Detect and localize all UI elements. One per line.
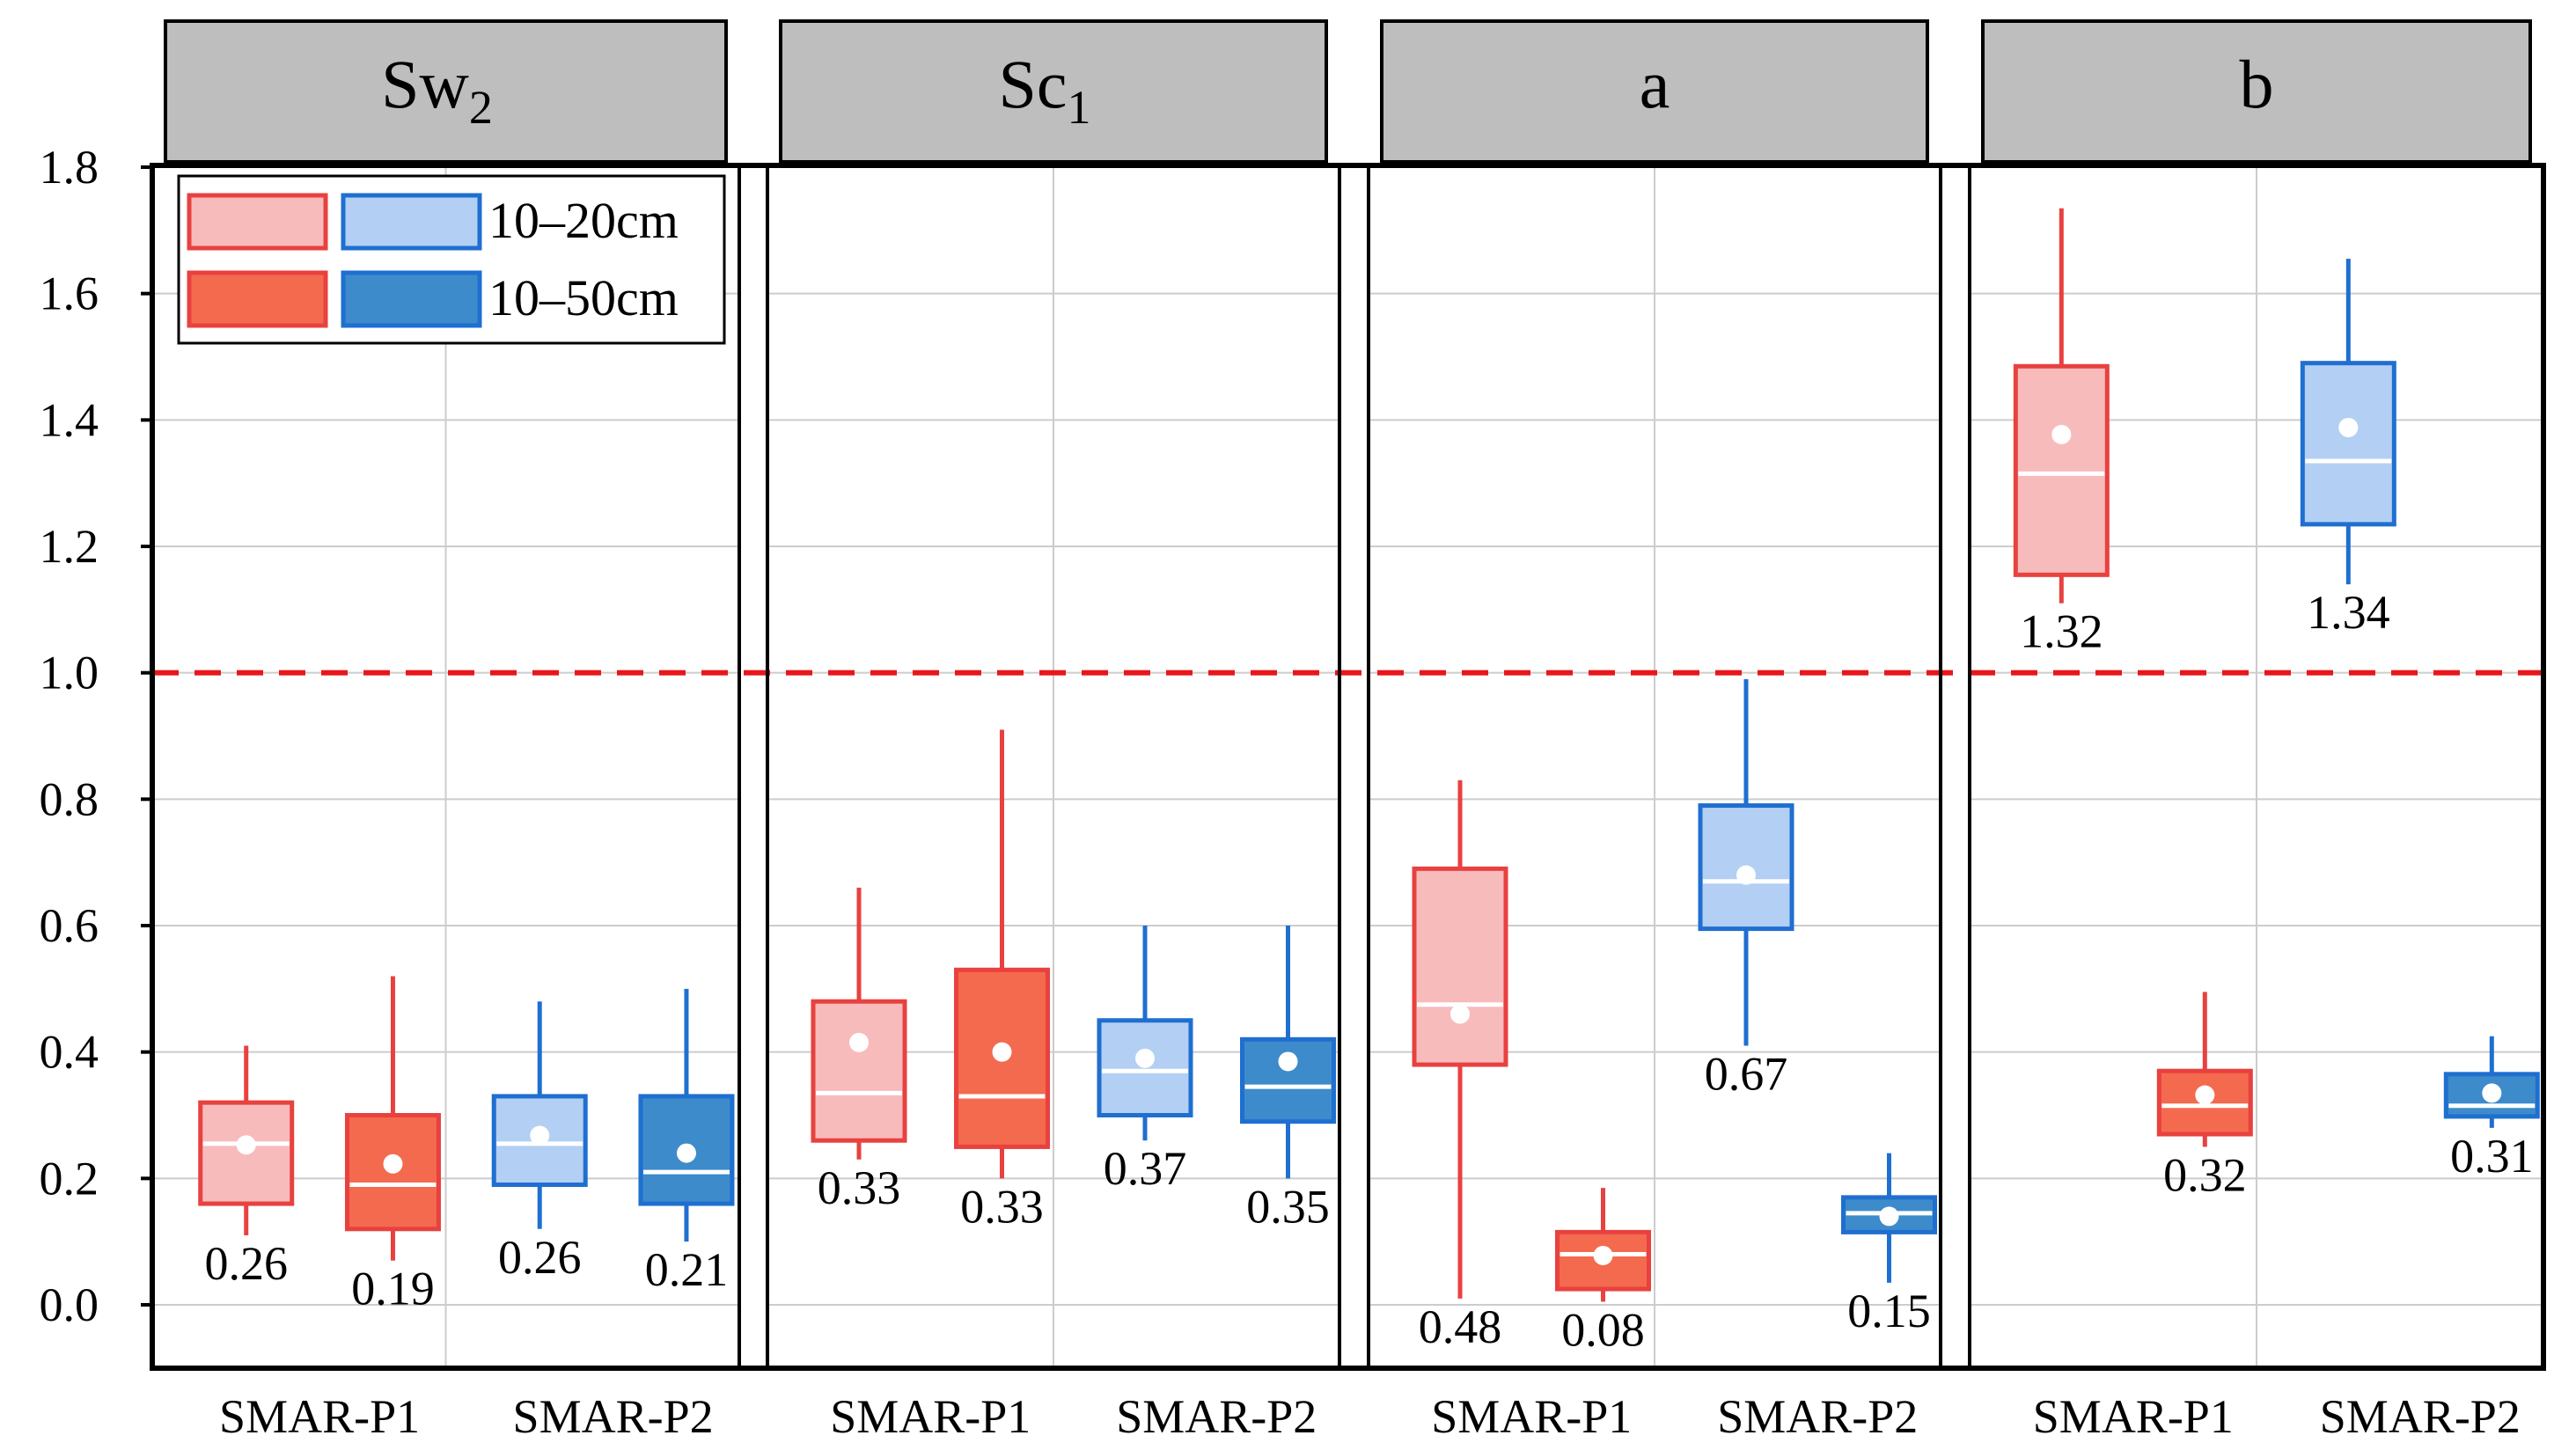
strip-1 bbox=[164, 19, 728, 164]
strip-4 bbox=[1981, 19, 2532, 164]
box-4-4: 0.31 bbox=[2443, 1036, 2540, 1183]
legend-swatch bbox=[341, 193, 482, 251]
axis-layer: SMAR-P1 SMAR-P2 SMAR-P1 SMAR-P2 SMAR-P1 SMAR-… bbox=[40, 141, 2521, 1443]
box-iqr bbox=[811, 999, 907, 1143]
median-label: 0.37 bbox=[1104, 1142, 1187, 1195]
strip-label: a bbox=[1640, 46, 1670, 122]
strip-2 bbox=[779, 19, 1328, 164]
box-1-3: 0.26 bbox=[491, 1001, 588, 1284]
box-3-2: 0.08 bbox=[1555, 1188, 1651, 1356]
box-4-1: 1.32 bbox=[2013, 208, 2110, 658]
median-label: 0.31 bbox=[2450, 1130, 2534, 1183]
box-4-3: 1.34 bbox=[2300, 259, 2396, 639]
x-tick-label: SMAR-P1 bbox=[830, 1390, 1031, 1443]
mean-point bbox=[1593, 1245, 1613, 1265]
median-label: 0.26 bbox=[204, 1237, 288, 1290]
x-tick-label: SMAR-P1 bbox=[2033, 1390, 2234, 1443]
strip-layer: Sw2 Sc1 a b bbox=[164, 19, 2532, 164]
mean-point bbox=[992, 1042, 1012, 1062]
median-label: 0.48 bbox=[1419, 1300, 1502, 1353]
x-tick-label: SMAR-P2 bbox=[1717, 1390, 1918, 1443]
x-tick-label: SMAR-P2 bbox=[1116, 1390, 1317, 1443]
x-tick-label: SMAR-P2 bbox=[2320, 1390, 2521, 1443]
mean-point bbox=[1879, 1206, 1899, 1227]
box-layer: 0.26 0.19 0.26 0.21 0.33 0.33 0.37 0.35 0.48 0.08… bbox=[198, 208, 2540, 1356]
median-label: 1.32 bbox=[2020, 605, 2103, 658]
median-label: 0.33 bbox=[960, 1180, 1044, 1233]
mean-point bbox=[530, 1125, 550, 1146]
y-tick-label: 1.4 bbox=[40, 393, 99, 446]
mean-point bbox=[2051, 424, 2072, 444]
mean-point bbox=[2482, 1083, 2502, 1103]
mean-point bbox=[2338, 417, 2359, 437]
y-tick-label: 1.8 bbox=[40, 141, 99, 194]
mean-point bbox=[1135, 1048, 1155, 1068]
median-label: 0.21 bbox=[645, 1243, 729, 1296]
y-tick-label: 0.6 bbox=[40, 899, 99, 952]
median-label: 0.08 bbox=[1561, 1303, 1645, 1356]
legend-label: 10–20cm bbox=[488, 192, 679, 249]
mean-point bbox=[676, 1143, 696, 1163]
mean-point bbox=[1450, 1004, 1470, 1024]
y-tick-label: 0.4 bbox=[40, 1026, 99, 1079]
box-iqr bbox=[638, 1094, 735, 1206]
box-iqr bbox=[1412, 866, 1508, 1067]
plot-frame bbox=[150, 163, 2546, 1371]
box-1-1: 0.26 bbox=[198, 1045, 295, 1290]
box-2-1: 0.33 bbox=[811, 887, 907, 1214]
mean-point bbox=[383, 1153, 403, 1174]
median-label: 0.35 bbox=[1246, 1180, 1330, 1233]
median-label: 0.32 bbox=[2163, 1148, 2247, 1201]
y-tick-label: 1.0 bbox=[40, 647, 99, 699]
box-3-4: 0.15 bbox=[1841, 1153, 1937, 1337]
median-label: 0.19 bbox=[351, 1263, 435, 1315]
median-label: 1.34 bbox=[2307, 586, 2390, 639]
box-1-4: 0.21 bbox=[638, 988, 735, 1296]
box-2-4: 0.35 bbox=[1240, 926, 1336, 1233]
mean-point bbox=[1736, 865, 1756, 885]
mean-point bbox=[2195, 1085, 2215, 1105]
legend-swatch bbox=[187, 193, 328, 251]
x-tick-label: SMAR-P1 bbox=[219, 1390, 420, 1443]
median-label: 0.67 bbox=[1705, 1047, 1788, 1100]
mean-point bbox=[849, 1032, 869, 1052]
legend-swatch bbox=[341, 270, 482, 328]
y-tick-label: 0.2 bbox=[40, 1152, 99, 1205]
box-iqr bbox=[2300, 361, 2396, 527]
box-2-3: 0.37 bbox=[1097, 926, 1193, 1195]
x-tick-label: SMAR-P2 bbox=[513, 1390, 714, 1443]
box-4-2: 0.32 bbox=[2156, 992, 2253, 1201]
legend: 10–20cm 10–50cm bbox=[177, 174, 726, 345]
strip-label: b bbox=[2240, 46, 2274, 122]
median-label: 0.26 bbox=[498, 1231, 582, 1284]
box-iqr bbox=[1240, 1036, 1336, 1124]
box-1-2: 0.19 bbox=[344, 976, 441, 1315]
strip-label: Sc1 bbox=[999, 46, 1091, 134]
strip-3 bbox=[1380, 19, 1929, 164]
mean-point bbox=[1278, 1051, 1298, 1072]
box-2-2: 0.33 bbox=[954, 729, 1050, 1233]
x-tick-label: SMAR-P1 bbox=[1431, 1390, 1632, 1443]
median-label: 0.33 bbox=[818, 1161, 901, 1214]
box-iqr bbox=[2013, 363, 2110, 577]
box-3-1: 0.48 bbox=[1412, 780, 1508, 1353]
legend-swatch bbox=[187, 270, 328, 328]
strip-label: Sw2 bbox=[381, 46, 493, 134]
frame-layer bbox=[150, 163, 2546, 1371]
legend-label: 10–50cm bbox=[488, 269, 679, 326]
box-3-3: 0.67 bbox=[1698, 678, 1794, 1100]
y-tick-label: 0.8 bbox=[40, 773, 99, 825]
y-tick-label: 1.2 bbox=[40, 520, 99, 573]
mean-point bbox=[236, 1135, 256, 1155]
y-tick-label: 1.6 bbox=[40, 267, 99, 320]
y-tick-label: 0.0 bbox=[40, 1278, 99, 1331]
median-label: 0.15 bbox=[1847, 1285, 1931, 1337]
